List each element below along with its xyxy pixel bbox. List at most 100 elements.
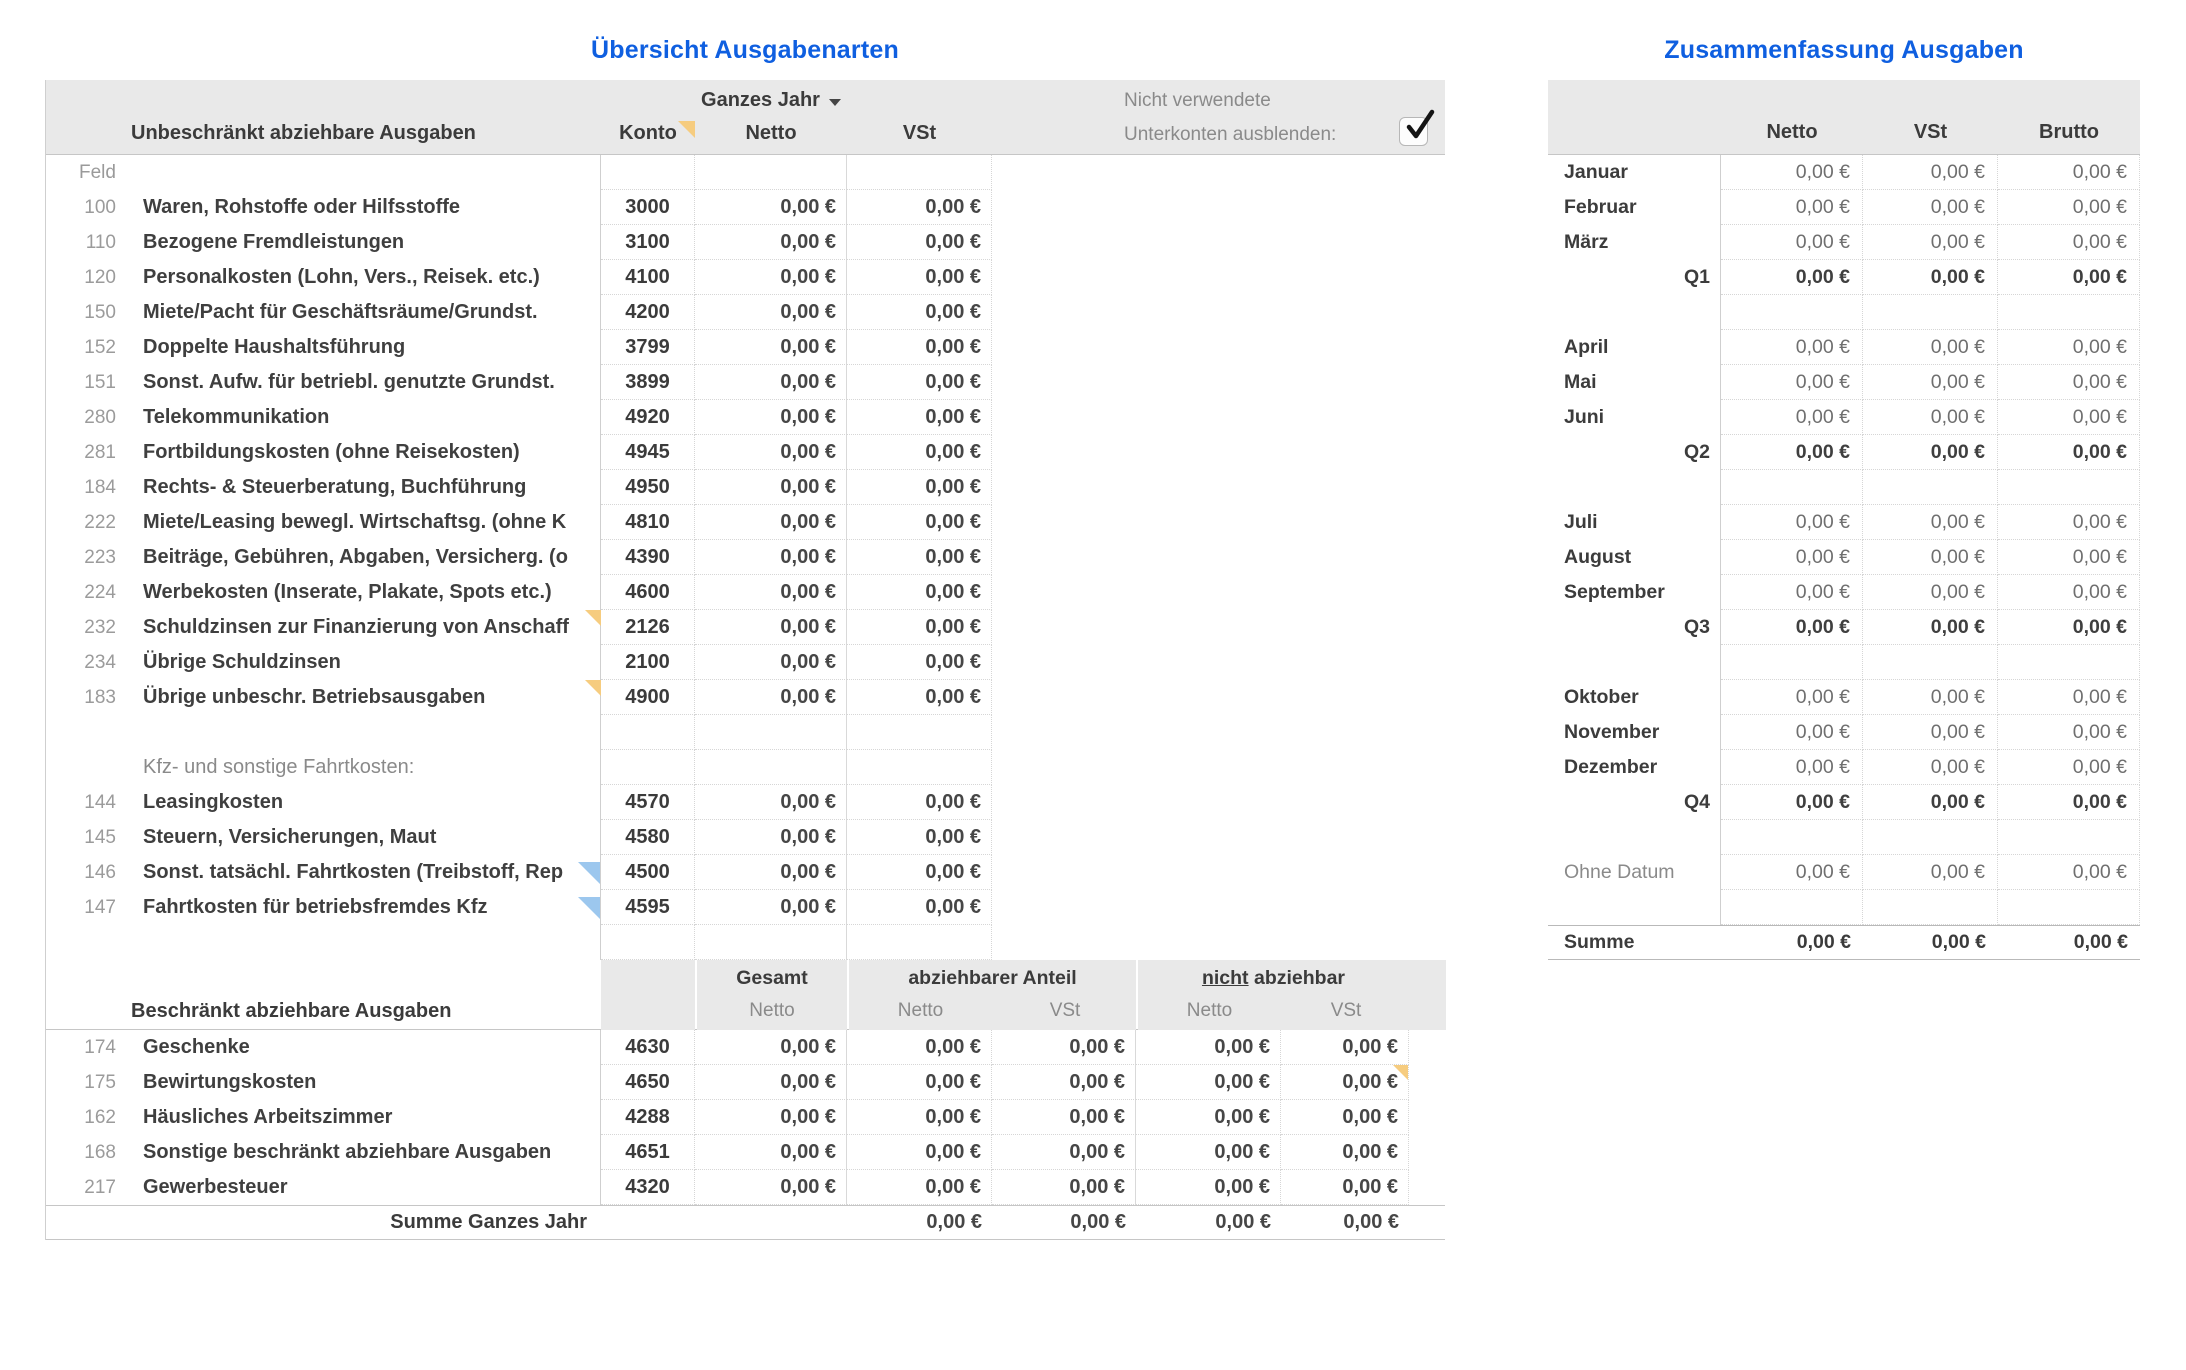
summary-vst-cell[interactable] (1863, 820, 1998, 855)
summary-label-cell[interactable]: August (1548, 540, 1721, 575)
expense-name-cell[interactable]: Übrige Schuldzinsen (131, 645, 601, 680)
expense-name-cell[interactable]: Steuern, Versicherungen, Maut (131, 820, 601, 855)
netto-cell[interactable]: 0,00 € (695, 540, 847, 575)
summary-netto-cell[interactable]: 0,00 € (1721, 610, 1863, 645)
field-number-cell[interactable]: 183 (84, 686, 116, 708)
konto-cell[interactable]: 4630 (601, 1030, 695, 1065)
summary-netto-cell[interactable]: 0,00 € (1721, 540, 1863, 575)
expense-name-cell[interactable]: Fortbildungskosten (ohne Reisekosten) (131, 435, 601, 470)
summary-netto-cell[interactable]: 0,00 € (1721, 680, 1863, 715)
summary-vst-cell[interactable]: 0,00 € (1863, 680, 1998, 715)
konto-cell[interactable]: 4288 (601, 1100, 695, 1135)
netto-cell[interactable]: 0,00 € (695, 575, 847, 610)
summary-brutto-cell[interactable]: 0,00 € (1998, 505, 2140, 540)
expense-name-cell[interactable]: Häusliches Arbeitszimmer (131, 1100, 601, 1135)
overflow-marker-icon[interactable] (578, 862, 600, 884)
vst-cell[interactable]: 0,00 € (847, 680, 992, 715)
abz-vst-cell[interactable]: 0,00 € (992, 1135, 1136, 1170)
konto-cell[interactable]: 4320 (601, 1170, 695, 1205)
expense-name-cell[interactable]: Bewirtungskosten (131, 1065, 601, 1100)
vst-cell[interactable] (847, 925, 992, 960)
konto-cell[interactable]: 4595 (601, 890, 695, 925)
expense-name-cell[interactable]: Werbekosten (Inserate, Plakate, Spots et… (131, 575, 601, 610)
summary-brutto-cell[interactable]: 0,00 € (1998, 190, 2140, 225)
vst-cell[interactable]: 0,00 € (847, 610, 992, 645)
abz-vst-cell[interactable]: 0,00 € (992, 1030, 1136, 1065)
summary-vst-cell[interactable]: 0,00 € (1863, 855, 1998, 890)
vst-cell[interactable]: 0,00 € (847, 540, 992, 575)
summary-label-cell[interactable]: Mai (1548, 365, 1721, 400)
konto-cell[interactable]: 3899 (601, 365, 695, 400)
nicht-vst-cell[interactable]: 0,00 € (1281, 1030, 1409, 1065)
summary-brutto-cell[interactable] (1998, 470, 2140, 505)
expense-name-cell[interactable] (131, 715, 601, 750)
vst-cell[interactable]: 0,00 € (847, 890, 992, 925)
summary-brutto-cell[interactable] (1998, 890, 2140, 925)
summary-brutto-cell[interactable] (1998, 645, 2140, 680)
konto-cell[interactable]: 4390 (601, 540, 695, 575)
netto-cell[interactable]: 0,00 € (695, 295, 847, 330)
expense-name-cell[interactable]: Bezogene Fremdleistungen (131, 225, 601, 260)
summary-vst-cell[interactable]: 0,00 € (1863, 750, 1998, 785)
expense-name-cell[interactable]: Miete/Leasing bewegl. Wirtschaftsg. (ohn… (131, 505, 601, 540)
summary-label-cell[interactable]: Ohne Datum (1548, 855, 1721, 890)
netto-cell[interactable]: 0,00 € (695, 645, 847, 680)
konto-cell[interactable]: 3799 (601, 330, 695, 365)
vst-cell[interactable] (847, 750, 992, 785)
konto-cell[interactable]: 4570 (601, 785, 695, 820)
summary-vst-cell[interactable]: 0,00 € (1863, 785, 1998, 820)
field-number-cell[interactable] (46, 715, 131, 750)
summary-label-cell[interactable]: Dezember (1548, 750, 1721, 785)
summary-netto-cell[interactable] (1721, 645, 1863, 680)
vst-cell[interactable] (847, 155, 992, 190)
summary-label-cell[interactable]: Q4 (1548, 785, 1721, 820)
summary-netto-cell[interactable]: 0,00 € (1721, 190, 1863, 225)
vst-cell[interactable]: 0,00 € (847, 330, 992, 365)
summary-brutto-cell[interactable]: 0,00 € (1998, 610, 2140, 645)
field-number-cell[interactable]: 100 (84, 196, 116, 218)
field-number-cell[interactable]: 280 (84, 406, 116, 428)
summary-netto-cell[interactable]: 0,00 € (1721, 855, 1863, 890)
konto-cell[interactable] (601, 925, 695, 960)
summary-vst-cell[interactable]: 0,00 € (1863, 365, 1998, 400)
konto-cell[interactable]: 3100 (601, 225, 695, 260)
abz-netto-cell[interactable]: 0,00 € (847, 1065, 992, 1100)
netto-cell[interactable]: 0,00 € (695, 470, 847, 505)
abz-vst-cell[interactable]: 0,00 € (992, 1100, 1136, 1135)
summary-netto-cell[interactable]: 0,00 € (1721, 575, 1863, 610)
field-number-cell[interactable]: 152 (84, 336, 116, 358)
nicht-vst-cell[interactable]: 0,00 € (1281, 1100, 1409, 1135)
vst-cell[interactable]: 0,00 € (847, 365, 992, 400)
summary-netto-cell[interactable] (1721, 820, 1863, 855)
vst-cell[interactable]: 0,00 € (847, 400, 992, 435)
summary-netto-cell[interactable] (1721, 295, 1863, 330)
summary-vst-cell[interactable] (1863, 645, 1998, 680)
konto-cell[interactable]: 2100 (601, 645, 695, 680)
summary-brutto-cell[interactable]: 0,00 € (1998, 155, 2140, 190)
field-number-cell[interactable]: 223 (84, 546, 116, 568)
vst-cell[interactable]: 0,00 € (847, 295, 992, 330)
field-number-cell[interactable]: 147 (84, 896, 116, 918)
summary-netto-cell[interactable]: 0,00 € (1721, 225, 1863, 260)
summary-vst-cell[interactable]: 0,00 € (1863, 435, 1998, 470)
summary-label-cell[interactable] (1548, 295, 1721, 330)
summary-brutto-cell[interactable]: 0,00 € (1998, 225, 2140, 260)
expense-name-cell[interactable]: Miete/Pacht für Geschäftsräume/Grundst. (131, 295, 601, 330)
hide-subaccounts-checkbox[interactable] (1399, 109, 1435, 146)
summary-vst-cell[interactable]: 0,00 € (1863, 190, 1998, 225)
netto-cell[interactable] (695, 715, 847, 750)
konto-cell[interactable]: 4900 (601, 680, 695, 715)
field-number-cell[interactable]: 222 (84, 511, 116, 533)
gesamt-netto-cell[interactable]: 0,00 € (695, 1170, 847, 1205)
summary-brutto-cell[interactable]: 0,00 € (1998, 330, 2140, 365)
summary-label-cell[interactable]: März (1548, 225, 1721, 260)
period-dropdown[interactable]: Ganzes Jahr (695, 89, 847, 112)
nicht-vst-cell[interactable]: 0,00 € (1281, 1065, 1409, 1100)
expense-name-cell[interactable]: Rechts- & Steuerberatung, Buchführung (131, 470, 601, 505)
expense-name-cell[interactable]: Leasingkosten (131, 785, 601, 820)
summary-vst-cell[interactable]: 0,00 € (1863, 540, 1998, 575)
expense-name-cell[interactable]: Gewerbesteuer (131, 1170, 601, 1205)
netto-cell[interactable]: 0,00 € (695, 785, 847, 820)
konto-cell[interactable]: 4500 (601, 855, 695, 890)
summary-netto-cell[interactable]: 0,00 € (1721, 435, 1863, 470)
